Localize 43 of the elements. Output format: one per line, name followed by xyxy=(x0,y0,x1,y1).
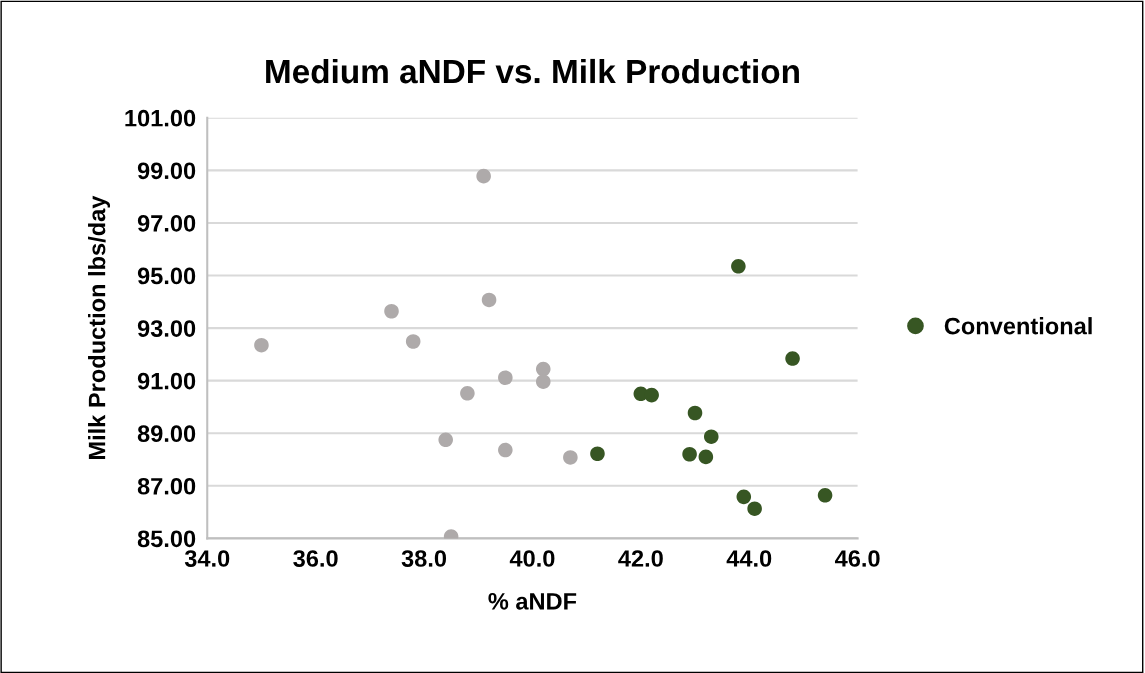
y-tick-label: 85.00 xyxy=(137,530,196,548)
y-tick-label: 99.00 xyxy=(137,162,196,180)
point xyxy=(405,334,421,349)
point xyxy=(736,489,752,505)
y-tick-label: 91.00 xyxy=(137,372,196,390)
point xyxy=(481,292,497,308)
point xyxy=(698,449,714,465)
chart-title: Medium aNDF vs. Milk Production xyxy=(266,58,799,84)
y-tick-label: 97.00 xyxy=(137,215,196,232)
y-tick-label: 93.00 xyxy=(137,320,196,337)
point xyxy=(747,501,762,516)
point xyxy=(644,387,659,403)
x-tick-label: 34.0 xyxy=(184,550,230,567)
y-axis-title: Milk Production lbs/day xyxy=(88,195,111,459)
y-tick-label: 101.00 xyxy=(125,109,196,127)
x-tick-label: 42.0 xyxy=(618,550,663,567)
point xyxy=(498,442,513,458)
point xyxy=(254,337,269,353)
point xyxy=(563,450,578,465)
y-tick-label: 95.00 xyxy=(137,267,196,285)
point xyxy=(703,429,719,444)
point xyxy=(535,374,551,389)
x-axis-title: % aNDF xyxy=(488,593,577,610)
point xyxy=(438,432,453,448)
x-tick-label: 40.0 xyxy=(509,550,555,567)
point xyxy=(687,405,703,421)
point xyxy=(817,488,833,503)
y-tick-label: 87.00 xyxy=(137,477,196,495)
x-tick-label: 36.0 xyxy=(293,550,338,567)
point xyxy=(590,446,605,462)
point xyxy=(731,259,746,274)
point xyxy=(498,370,513,386)
x-tick-label: 46.0 xyxy=(834,550,880,567)
point xyxy=(476,168,491,184)
y-tick-label: 89.00 xyxy=(137,425,196,443)
x-tick-label: 38.0 xyxy=(401,550,447,567)
point xyxy=(384,303,399,319)
point xyxy=(785,351,800,366)
legend-label: Conventional xyxy=(944,317,1092,335)
x-tick-label: 44.0 xyxy=(726,550,772,567)
point xyxy=(460,386,475,401)
point xyxy=(682,446,697,462)
point xyxy=(535,361,551,377)
